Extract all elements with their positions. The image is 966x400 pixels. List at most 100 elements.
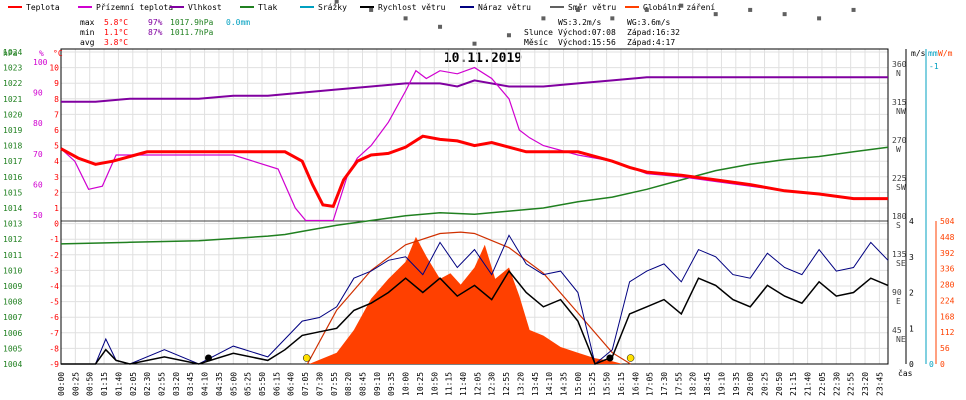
x-tick-label: 05:00 (229, 372, 238, 396)
axis-tick-temp: 0 (54, 220, 59, 229)
wind-dir-mark (644, 7, 649, 12)
x-tick-label: 04:35 (215, 372, 224, 396)
axis-tick-pct: 80 (33, 119, 43, 128)
axis-tick-pct: 90 (33, 89, 43, 98)
x-tick-label: 18:45 (703, 372, 712, 396)
chart-title: 10.11.2019 (444, 51, 522, 66)
x-tick-label: 03:45 (186, 372, 195, 396)
axis-tick-hpa: 1017 (3, 157, 22, 166)
wind-dir-mark (610, 16, 615, 21)
axis-tick-dir-label: SW (896, 183, 906, 192)
axis-tick-hpa: 1013 (3, 220, 22, 229)
legend-label: Přízemní teplota (96, 3, 173, 12)
axis-tick-wm2: 0 (940, 360, 945, 369)
info-moon-label: Měsíc (524, 38, 548, 47)
x-tick-label: 05:50 (258, 372, 267, 396)
axis-tick-hpa: 1004 (3, 360, 22, 369)
stats-avg-label: avg (80, 38, 95, 47)
axis-tick-ms: 4 (909, 217, 914, 226)
axis-tick-dir: 225 (892, 174, 907, 183)
axis-tick-hpa: 1023 (3, 64, 22, 73)
axis-tick-temp: 7 (54, 110, 59, 119)
x-tick-label: 11:15 (445, 372, 454, 396)
info-block: WS:3.2m/s WG:3.6m/s Slunce Východ:07:08 Zápa… (524, 18, 680, 47)
axis-tick-hpa: 1016 (3, 173, 22, 182)
axis-tick-temp: 1 (54, 204, 59, 213)
axis-tick-pct: 70 (33, 150, 43, 159)
x-tick-label: 11:40 (459, 372, 468, 396)
axis-tick-hpa: 1019 (3, 126, 22, 135)
axis-tick-temp: -9 (49, 360, 59, 369)
axis-tick-wm2: 56 (940, 344, 950, 353)
x-tick-label: 00:25 (71, 372, 80, 396)
axis-tick-wm2: 168 (940, 312, 955, 321)
x-tick-label: 10:25 (416, 372, 425, 396)
x-tick-label: 08:20 (344, 372, 353, 396)
x-tick-label: 04:10 (201, 372, 210, 396)
axis-tick-dir: 315 (892, 98, 907, 107)
axis-tick-temp: 8 (54, 95, 59, 104)
series-humidity (61, 76, 888, 103)
x-tick-label: 01:40 (114, 372, 123, 396)
axis-tick-hpa: 1006 (3, 329, 22, 338)
axis-tick-dir-label: NW (896, 107, 906, 116)
axis-tick-temp: -7 (49, 329, 59, 338)
moonrise-marker (606, 354, 614, 362)
wind-dir-mark (713, 12, 718, 17)
wind-dir-mark (369, 7, 374, 12)
axis-tick-temp: -8 (49, 344, 59, 353)
axis-tick-mm: -1 (929, 62, 939, 71)
axis-tick-hpa: 1009 (3, 282, 22, 291)
x-tick-label: 23:20 (861, 372, 870, 396)
stats-avg-temp: 3.8°C (104, 38, 128, 47)
axis-tick-wm2: 280 (940, 281, 955, 290)
axis-tick-dir: 180 (892, 212, 907, 221)
legend-item: Teplota (8, 3, 60, 12)
axis-tick-wm2: 224 (940, 296, 955, 305)
legend-label: Náraz větru (478, 3, 531, 12)
legend-label: Směr větru (568, 3, 616, 12)
x-tick-label: 06:40 (287, 372, 296, 396)
x-tick-label: 05:25 (244, 372, 253, 396)
axis-tick-hpa: 1010 (3, 266, 22, 275)
legend-item: Rychlost větru (360, 3, 446, 12)
legend-item: Náraz větru (460, 3, 531, 12)
axis-unit-ms: m/s (911, 49, 926, 58)
series-ground-temp (60, 66, 888, 222)
axis-unit-temp: °C (53, 49, 63, 58)
axis-tick-dir: 90 (892, 288, 902, 297)
x-tick-label: 10:00 (402, 372, 411, 396)
stats-min-hum: 87% (148, 28, 163, 37)
axis-tick-hpa: 1014 (3, 204, 22, 213)
x-tick-label: 17:55 (674, 372, 683, 396)
stats-min-label: min (80, 28, 95, 37)
legend-label: Teplota (26, 3, 60, 12)
axis-tick-dir-label: N (896, 69, 901, 78)
x-tick-label: 21:15 (789, 372, 798, 396)
legend-label: Tlak (258, 3, 277, 12)
axis-unit-hpa: hPa (3, 49, 18, 58)
x-tick-label: 17:05 (646, 372, 655, 396)
legend: Teplota Přízemní teplota Vlhkost Tlak Srážky… (8, 3, 715, 12)
axis-tick-temp: -3 (49, 266, 59, 275)
axis-tick-hpa: 1024 (3, 48, 22, 57)
x-tick-label: 16:15 (617, 372, 626, 396)
axis-tick-dir: 45 (892, 326, 902, 335)
x-tick-label: 20:50 (775, 372, 784, 396)
legend-label: Srážky (318, 3, 347, 12)
info-sun-label: Slunce (524, 28, 553, 37)
axis-unit-pct: % (39, 49, 44, 58)
axis-tick-temp: 10 (49, 64, 59, 73)
x-tick-label: 22:05 (818, 372, 827, 396)
axis-tick-temp: 5 (54, 142, 59, 151)
axis-tick-temp: -6 (49, 313, 59, 322)
wind-dir-mark (541, 16, 546, 21)
stats-block: max 5.8°C 97% 1017.9hPa 0.0mm min 1.1°C 87% 1011… (80, 18, 250, 47)
axis-tick-wm2: 504 (940, 217, 955, 226)
stats-max-press: 1017.9hPa (170, 18, 214, 27)
x-tick-label: 02:55 (158, 372, 167, 396)
wind-dir-mark (472, 41, 477, 46)
wind-dir-mark (506, 33, 511, 38)
axis-tick-wm2: 336 (940, 265, 955, 274)
x-tick-label: 20:25 (761, 372, 770, 396)
